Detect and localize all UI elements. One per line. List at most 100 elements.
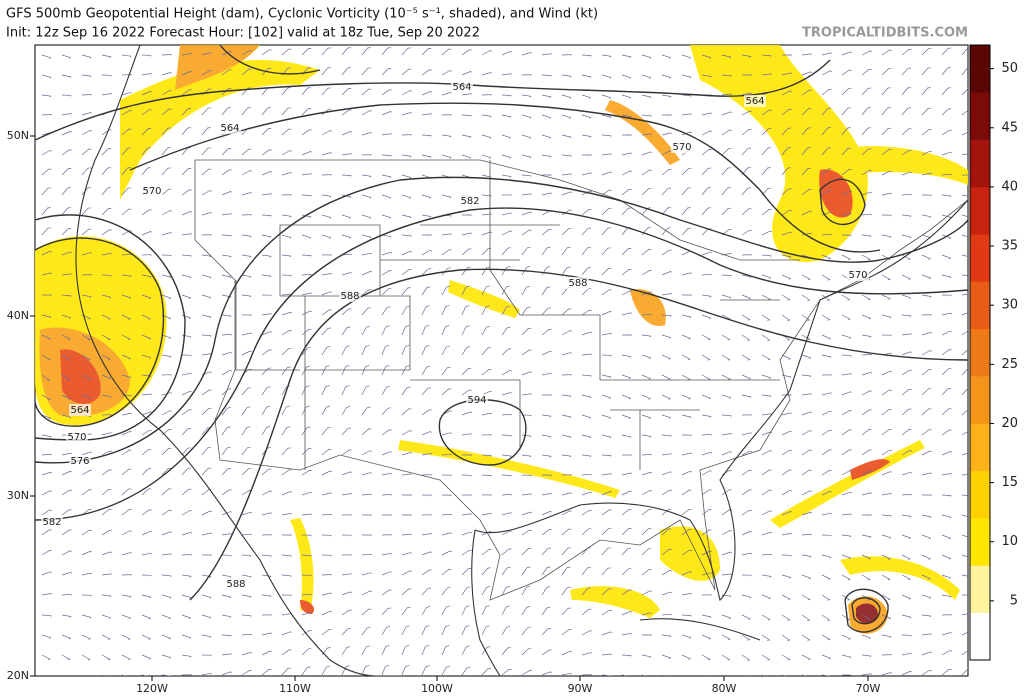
wind-barb xyxy=(41,354,51,361)
wind-barb xyxy=(181,233,192,236)
wind-barb xyxy=(741,92,752,96)
wind-barb xyxy=(841,429,852,436)
wind-barb xyxy=(701,434,712,436)
wind-barb xyxy=(721,634,731,641)
wind-barb xyxy=(341,573,352,576)
wind-barb xyxy=(581,630,592,636)
wind-barb xyxy=(401,365,410,376)
wind-barb xyxy=(141,334,152,340)
wind-barb xyxy=(641,590,653,596)
wind-barb xyxy=(301,469,312,476)
wind-barb xyxy=(861,234,872,238)
wind-barb xyxy=(521,94,532,98)
wind-barb xyxy=(681,528,692,536)
colorbar-cell xyxy=(970,328,990,341)
wind-barb xyxy=(901,87,911,96)
wind-barb xyxy=(101,294,112,299)
wind-barb xyxy=(401,533,412,536)
wind-barb xyxy=(161,654,172,659)
lon-label: 80W xyxy=(712,682,737,695)
wind-barb xyxy=(141,274,152,278)
wind-barb xyxy=(461,605,470,616)
colorbar-tick-label: 20 xyxy=(1001,416,1018,431)
wind-barb xyxy=(921,594,932,599)
wind-barb xyxy=(661,453,672,456)
wind-barb xyxy=(621,374,632,379)
wind-barb xyxy=(361,553,372,556)
wind-barb xyxy=(41,207,51,216)
wind-barb xyxy=(961,367,968,376)
wind-barb xyxy=(141,231,153,236)
wind-barb xyxy=(801,108,812,116)
wind-barb xyxy=(781,469,792,476)
wind-barb xyxy=(501,348,512,356)
wind-barb xyxy=(41,150,52,156)
wind-barb xyxy=(281,631,293,636)
wind-barb xyxy=(241,652,253,656)
wind-barb xyxy=(821,88,832,96)
wind-barb xyxy=(781,374,792,379)
wind-barb xyxy=(321,194,332,198)
wind-barb xyxy=(781,167,791,176)
colorbar-cell xyxy=(970,577,990,590)
wind-barb xyxy=(861,314,872,320)
wind-barb xyxy=(141,468,152,476)
wind-barb xyxy=(201,294,212,299)
colorbar-cell xyxy=(970,127,990,140)
wind-barb xyxy=(901,594,912,600)
wind-barb xyxy=(41,529,52,536)
wind-barb xyxy=(61,550,73,556)
wind-barb xyxy=(821,614,831,621)
wind-barb xyxy=(441,645,450,656)
wind-barb xyxy=(621,248,632,256)
wind-barb xyxy=(201,274,212,279)
wind-barb xyxy=(701,294,712,298)
wind-barb xyxy=(441,154,452,159)
colorbar-cell xyxy=(970,80,990,93)
wind-barb xyxy=(401,250,412,256)
wind-barb xyxy=(401,386,411,396)
wind-barb xyxy=(381,270,392,276)
wind-barb xyxy=(61,614,72,618)
wind-barb xyxy=(581,608,592,616)
wind-barb xyxy=(661,489,672,496)
wind-barb xyxy=(81,550,93,556)
wind-barb xyxy=(221,352,233,356)
wind-barb xyxy=(81,509,92,516)
wind-barb xyxy=(661,293,672,296)
wind-barb xyxy=(941,473,952,476)
wind-barb xyxy=(201,334,212,337)
wind-barb xyxy=(521,648,532,656)
wind-barb xyxy=(741,314,751,321)
wind-barb xyxy=(201,634,212,638)
wind-barb xyxy=(821,469,832,476)
wind-barb xyxy=(361,364,370,376)
wind-barb xyxy=(561,134,572,139)
wind-barb xyxy=(741,394,752,399)
wind-barb xyxy=(581,74,592,79)
wind-barb xyxy=(101,634,112,640)
wind-barb xyxy=(321,405,331,416)
colorbar-cell xyxy=(970,470,990,483)
wind-barb xyxy=(61,654,71,661)
wind-barb xyxy=(101,334,111,341)
wind-barb xyxy=(841,314,851,321)
wind-barb xyxy=(321,514,332,516)
wind-barb xyxy=(921,314,932,316)
colorbar-cell xyxy=(970,163,990,176)
contour-label: 570 xyxy=(848,270,867,281)
wind-barb xyxy=(241,192,253,196)
wind-barb xyxy=(881,274,891,281)
wind-barb xyxy=(261,490,273,496)
wind-barb xyxy=(881,127,892,136)
wind-barb xyxy=(301,151,313,156)
wind-barb xyxy=(841,88,852,96)
wind-barb xyxy=(321,385,330,396)
map xyxy=(35,45,968,676)
wind-barb xyxy=(401,344,410,356)
wind-barb xyxy=(121,167,131,176)
wind-barb xyxy=(61,149,72,156)
wind-barb xyxy=(161,210,172,216)
wind-barb xyxy=(141,552,152,556)
